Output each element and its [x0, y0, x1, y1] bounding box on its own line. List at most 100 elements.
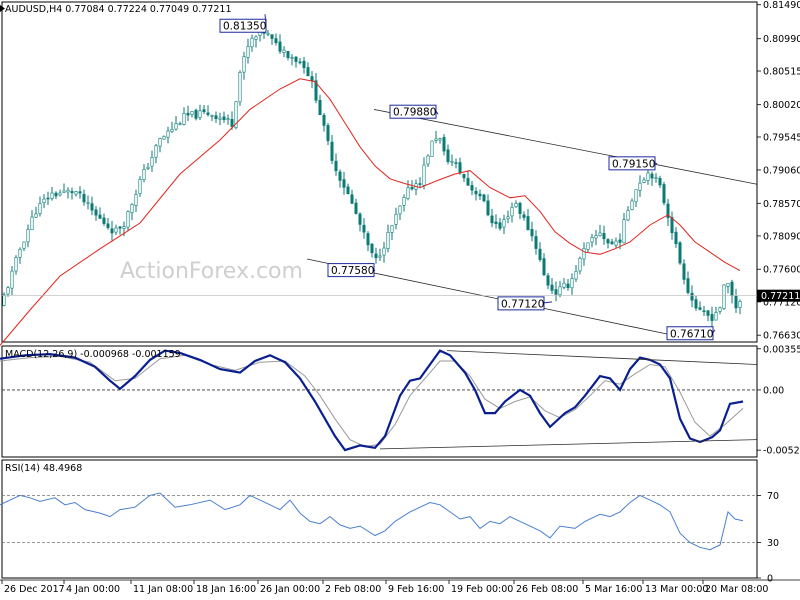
candle-body: [62, 190, 66, 193]
candle-body: [30, 216, 34, 231]
candle-body: [738, 301, 742, 308]
candle-body: [374, 253, 378, 259]
macd-tick-label: 0.00: [763, 385, 784, 396]
candle-body: [406, 187, 410, 199]
candle-body: [82, 193, 86, 203]
x-tick-label: 26 Dec 2017: [4, 584, 65, 595]
candle-body: [290, 57, 294, 59]
candle-body: [626, 210, 630, 221]
candle-body: [426, 155, 430, 165]
candle-body: [162, 136, 166, 140]
price-tick-label: 0.81490: [763, 0, 800, 11]
callout-leader: [373, 269, 376, 271]
candle-body: [494, 221, 498, 224]
price-callout-6: 0.76710: [666, 326, 716, 341]
candle-body: [594, 235, 598, 239]
candle-body: [170, 129, 174, 132]
candle-body: [38, 203, 42, 214]
candle-body: [54, 192, 58, 197]
candle-body: [418, 183, 422, 185]
callout-label: 0.77580: [331, 265, 374, 277]
candle-body: [194, 109, 198, 119]
candle-body: [394, 213, 398, 225]
callout-label: 0.79880: [393, 107, 436, 119]
candle-body: [546, 275, 550, 286]
candle-body: [86, 202, 90, 204]
candle-body: [298, 61, 302, 64]
price-tick-label: 0.79060: [763, 165, 800, 176]
price-pane: ActionForex.com 0.81350 0.79880 0.79150 0.77…: [0, 0, 800, 346]
price-callout-2: 0.79880: [389, 104, 439, 119]
candle-body: [670, 217, 674, 234]
candle-body: [294, 56, 298, 62]
candle-body: [542, 258, 546, 276]
candle-body: [2, 294, 6, 306]
callout-label: 0.81350: [223, 21, 266, 33]
candle-body: [138, 179, 142, 194]
candle-body: [142, 169, 146, 180]
candle-body: [514, 203, 518, 208]
candle-body: [698, 307, 702, 310]
price-tick-label: 0.78570: [763, 199, 800, 210]
x-tick-label: 4 Jan 00:00: [66, 584, 120, 595]
candle-body: [370, 243, 374, 254]
candle-body: [590, 237, 594, 243]
candles: [2, 26, 742, 328]
macd-header: MACD(12,26,9) -0.000968 -0.001159: [5, 349, 181, 360]
candle-body: [126, 211, 130, 228]
candle-body: [270, 34, 274, 39]
candle-body: [686, 278, 690, 293]
x-tick-label: 2 Feb 08:00: [325, 584, 381, 595]
candle-body: [582, 248, 586, 260]
candle-body: [150, 157, 154, 167]
candle-body: [90, 203, 94, 211]
candle-body: [550, 284, 554, 291]
candle-body: [122, 226, 126, 229]
candle-body: [106, 223, 110, 228]
candle-body: [18, 248, 22, 258]
x-tick-label: 26 Jan 00:00: [260, 584, 320, 595]
candle-body: [198, 110, 202, 118]
callout-leader: [543, 301, 553, 304]
candle-body: [578, 257, 582, 272]
price-header-arrow: [0, 5, 5, 12]
macd-signal-line: [0, 354, 744, 448]
price-trendline-1: [373, 109, 758, 185]
price-callout-4: 0.77580: [327, 263, 376, 278]
candle-body: [430, 140, 434, 157]
candle-body: [566, 283, 570, 289]
candle-body: [654, 177, 658, 179]
candle-body: [470, 185, 474, 191]
candle-body: [10, 270, 14, 289]
candle-body: [630, 200, 634, 210]
candle-body: [574, 271, 578, 280]
candle-body: [358, 213, 362, 225]
x-tick-label: 20 Mar 08:00: [705, 584, 768, 595]
macd-pane-frame: [1, 345, 758, 458]
candle-body: [454, 162, 458, 164]
candle-body: [506, 216, 510, 220]
candle-body: [726, 282, 730, 287]
candle-body: [334, 160, 338, 172]
candle-body: [522, 214, 526, 218]
candle-body: [134, 194, 138, 206]
rsi-pane: RSI(14) 48.4968 70 30 0: [0, 463, 779, 585]
candle-body: [78, 191, 82, 194]
candle-body: [354, 202, 358, 214]
candle-body: [402, 197, 406, 206]
candle-body: [634, 189, 638, 203]
macd-tick-label: 0.003559: [763, 344, 800, 355]
candle-body: [690, 292, 694, 301]
price-pane-frame: [1, 1, 758, 343]
candle-body: [442, 137, 446, 152]
candle-body: [282, 49, 286, 53]
candle-body: [118, 226, 122, 229]
price-callout-5: 0.77120: [497, 296, 553, 311]
candle-body: [222, 116, 226, 120]
x-tick-label: 5 Mar 16:00: [585, 584, 642, 595]
candle-body: [618, 239, 622, 243]
candle-body: [650, 173, 654, 179]
candle-body: [710, 314, 714, 321]
candle-body: [242, 56, 246, 73]
candle-body: [570, 278, 574, 289]
